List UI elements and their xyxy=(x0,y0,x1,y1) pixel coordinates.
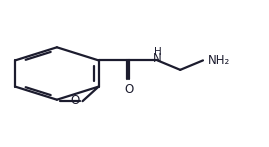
Text: NH₂: NH₂ xyxy=(208,54,230,67)
Text: O: O xyxy=(70,94,79,107)
Text: N: N xyxy=(153,52,162,65)
Text: H: H xyxy=(154,47,161,57)
Text: O: O xyxy=(125,83,134,96)
